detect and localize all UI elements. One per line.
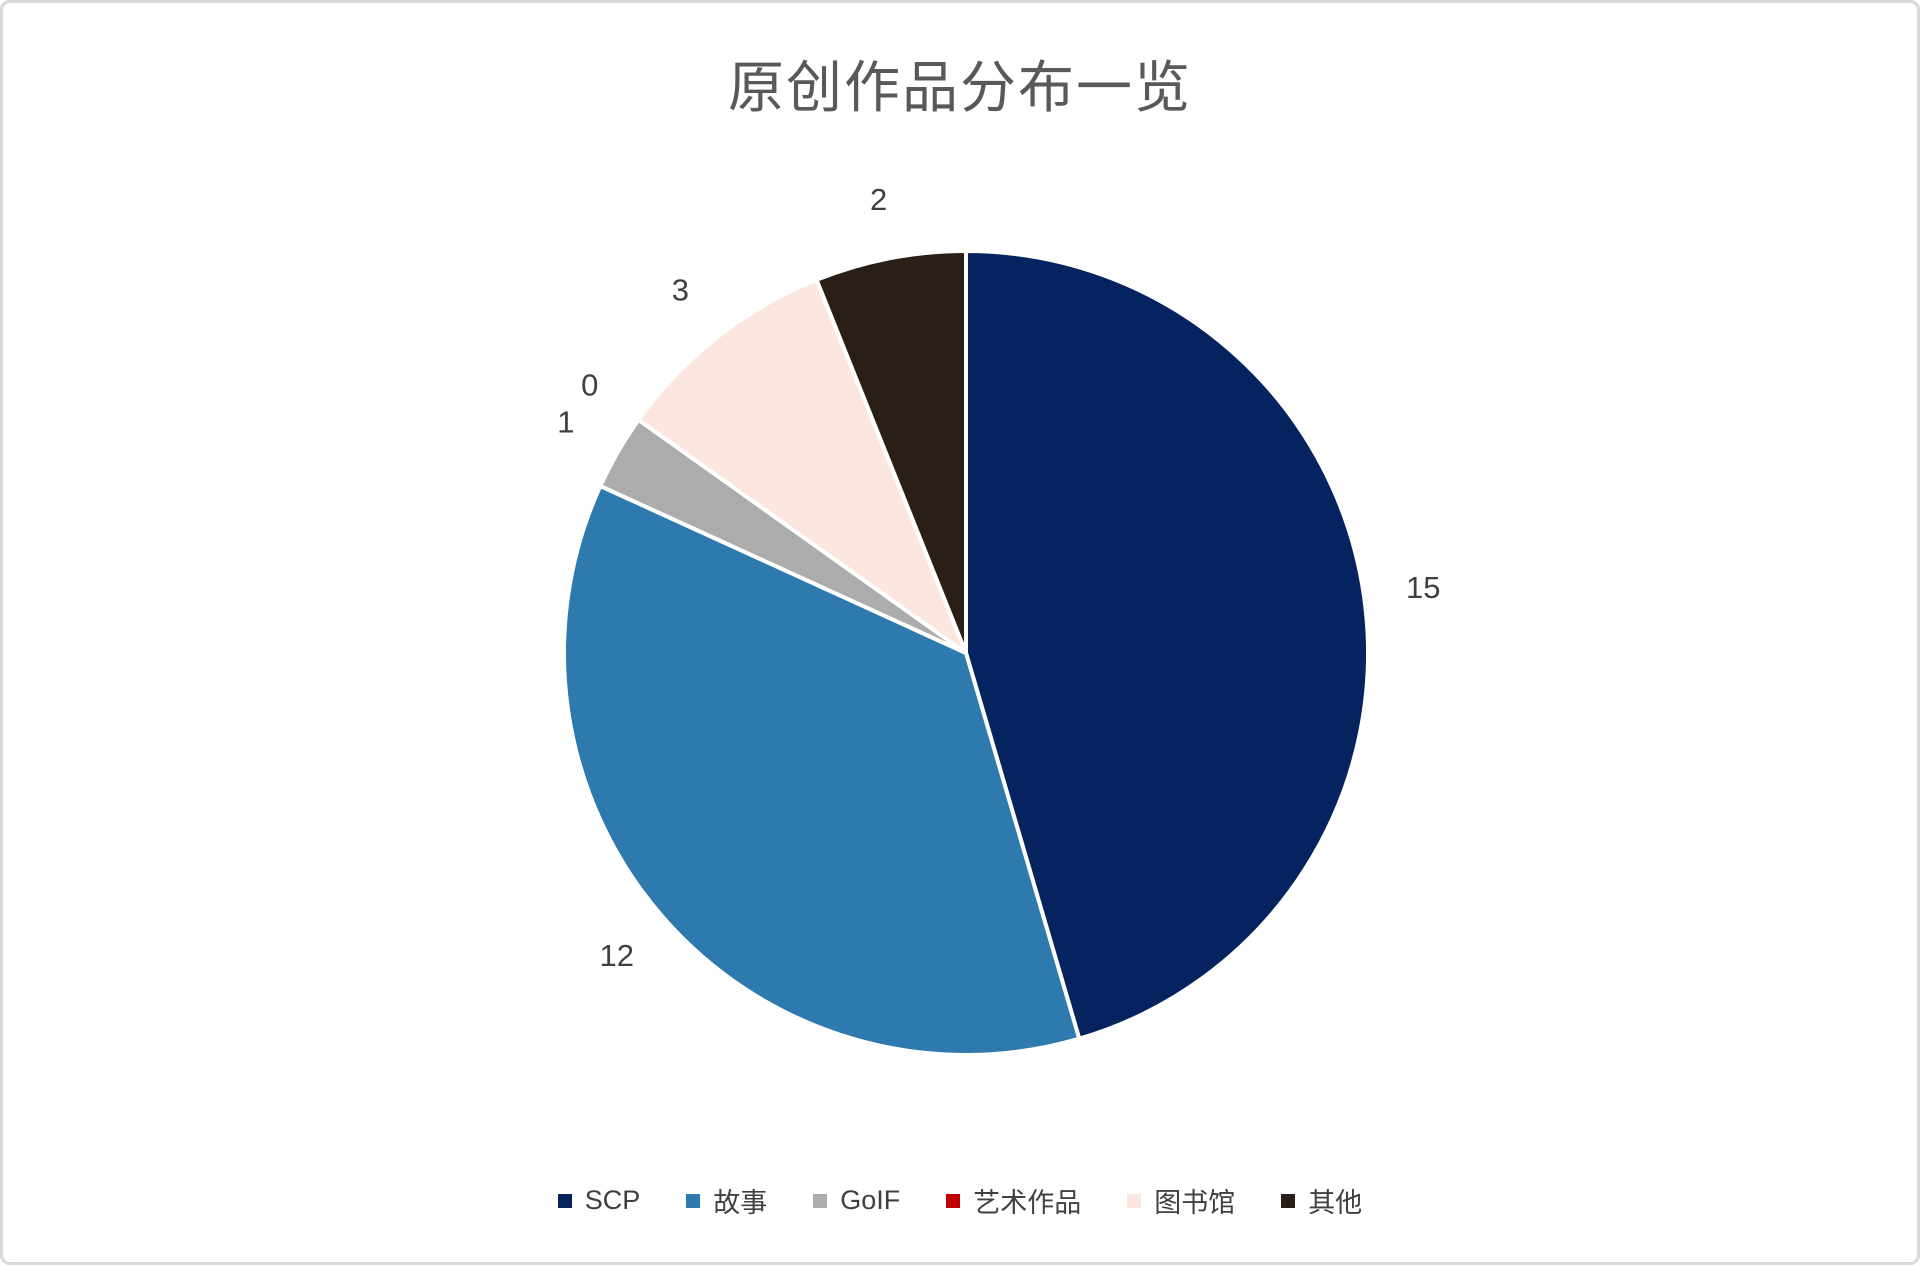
legend-label: GoIF (840, 1185, 901, 1215)
data-label-SCP: 15 (1406, 570, 1440, 605)
legend-marker-icon (1281, 1193, 1296, 1208)
chart-title: 原创作品分布一览 (728, 56, 1192, 119)
legend-label: 故事 (713, 1188, 768, 1218)
legend-item-SCP: SCP (557, 1185, 641, 1216)
data-label-其他: 2 (870, 182, 887, 217)
legend-marker-icon (946, 1193, 961, 1208)
legend-marker-icon (686, 1193, 701, 1208)
data-label-GoIF: 1 (557, 405, 574, 440)
chart-legend: SCP 故事 GoIF 艺术作品 图书馆 其他 (3, 1181, 1917, 1220)
legend-label: 图书馆 (1154, 1188, 1236, 1218)
legend-marker-icon (813, 1193, 828, 1208)
legend-item-其他: 其他 (1281, 1181, 1362, 1220)
legend-label: 其他 (1308, 1188, 1363, 1218)
legend-label: SCP (584, 1185, 641, 1215)
data-label-故事: 12 (600, 938, 634, 973)
pie-chart-svg: 15 12 10 3 2 (557, 182, 1441, 1057)
pie-slice-SCP (964, 249, 1371, 1041)
legend-item-图书馆: 图书馆 (1127, 1181, 1235, 1220)
legend-item-艺术作品: 艺术作品 (946, 1181, 1081, 1220)
data-label-图书馆: 3 (672, 272, 689, 307)
pie-slice-其他 (814, 249, 968, 655)
pie-slice-图书馆 (636, 277, 968, 655)
legend-label: 艺术作品 (973, 1188, 1082, 1218)
legend-item-故事: 故事 (686, 1181, 767, 1220)
legend-marker-icon (557, 1193, 572, 1208)
legend-marker-icon (1127, 1193, 1142, 1208)
data-label-艺术作品: 0 (581, 368, 598, 403)
pie-slice-故事 (562, 484, 1082, 1057)
legend-item-GoIF: GoIF (813, 1185, 900, 1216)
